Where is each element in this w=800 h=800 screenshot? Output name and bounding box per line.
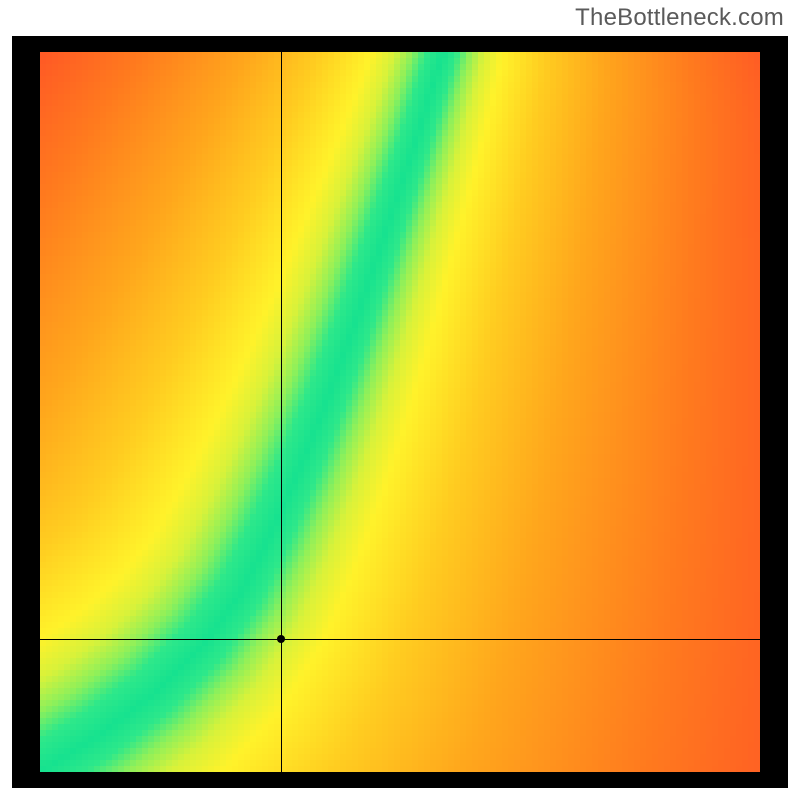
- crosshair-horizontal: [40, 639, 760, 640]
- marker-point: [277, 635, 285, 643]
- chart-container: TheBottleneck.com: [0, 0, 800, 800]
- crosshair-vertical: [281, 52, 282, 772]
- heatmap-canvas: [40, 52, 760, 772]
- watermark-text: TheBottleneck.com: [575, 4, 784, 32]
- plot-area: [12, 36, 788, 788]
